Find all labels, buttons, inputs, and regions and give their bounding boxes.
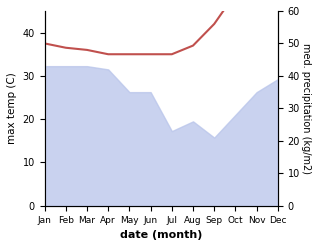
Y-axis label: max temp (C): max temp (C) bbox=[7, 72, 17, 144]
X-axis label: date (month): date (month) bbox=[120, 230, 203, 240]
Y-axis label: med. precipitation (kg/m2): med. precipitation (kg/m2) bbox=[301, 43, 311, 174]
